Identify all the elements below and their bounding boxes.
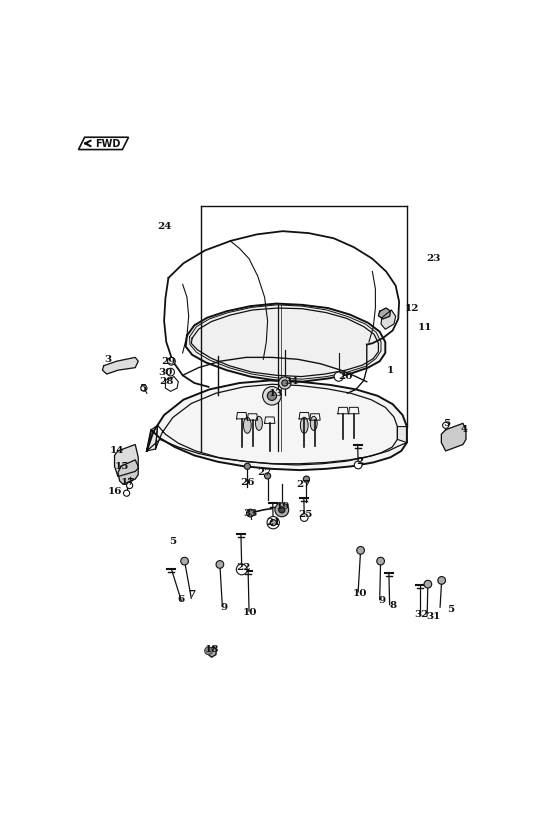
Polygon shape <box>398 427 407 443</box>
Circle shape <box>377 557 385 565</box>
Text: 5: 5 <box>447 605 454 614</box>
Text: 27: 27 <box>258 468 272 478</box>
Circle shape <box>167 369 174 376</box>
Text: 4: 4 <box>460 425 468 434</box>
Text: 27: 27 <box>296 480 311 488</box>
Circle shape <box>246 509 254 517</box>
Circle shape <box>424 581 432 588</box>
Circle shape <box>334 372 343 381</box>
Text: 2: 2 <box>357 458 364 466</box>
Text: 10: 10 <box>243 608 258 617</box>
Ellipse shape <box>300 418 308 433</box>
Polygon shape <box>208 646 216 657</box>
Circle shape <box>216 561 224 568</box>
Circle shape <box>300 513 308 522</box>
Circle shape <box>236 564 247 575</box>
Circle shape <box>141 385 147 391</box>
Text: 9: 9 <box>379 597 385 606</box>
Ellipse shape <box>244 418 251 433</box>
Circle shape <box>263 387 281 405</box>
Ellipse shape <box>255 416 263 430</box>
Polygon shape <box>441 423 466 451</box>
Text: 13: 13 <box>269 389 283 398</box>
Polygon shape <box>379 308 390 319</box>
Circle shape <box>279 507 285 513</box>
Text: 18: 18 <box>204 645 219 654</box>
Text: 21: 21 <box>266 518 281 527</box>
Polygon shape <box>78 137 129 150</box>
Text: 26: 26 <box>240 478 255 488</box>
Text: 6: 6 <box>178 595 185 604</box>
Text: 7: 7 <box>189 590 196 599</box>
Circle shape <box>264 473 270 479</box>
Text: 23: 23 <box>426 255 441 263</box>
Text: 11: 11 <box>418 323 432 332</box>
Circle shape <box>304 476 310 483</box>
Polygon shape <box>102 358 138 374</box>
Circle shape <box>267 517 279 529</box>
Circle shape <box>181 557 188 565</box>
Text: 33: 33 <box>243 508 258 518</box>
Circle shape <box>357 547 365 554</box>
Text: 10: 10 <box>353 588 367 597</box>
Text: 3: 3 <box>105 354 111 364</box>
Polygon shape <box>147 425 158 451</box>
Circle shape <box>127 483 133 488</box>
Text: 22: 22 <box>236 563 250 572</box>
Circle shape <box>124 490 130 496</box>
Text: 1: 1 <box>387 366 394 374</box>
Circle shape <box>354 461 362 469</box>
Text: 32: 32 <box>414 610 429 619</box>
Circle shape <box>275 503 289 517</box>
Text: 16: 16 <box>108 488 122 497</box>
Text: FWD: FWD <box>95 139 120 149</box>
Text: 31: 31 <box>426 612 441 621</box>
Text: 9: 9 <box>221 602 228 612</box>
Circle shape <box>270 519 276 526</box>
Text: 20: 20 <box>338 372 352 381</box>
Text: 5: 5 <box>169 537 176 547</box>
Polygon shape <box>115 444 138 477</box>
Text: 29: 29 <box>161 357 176 366</box>
Text: 25: 25 <box>298 511 312 519</box>
Text: 30: 30 <box>158 368 172 377</box>
Text: 14: 14 <box>110 447 124 455</box>
Text: 5: 5 <box>139 384 146 393</box>
Circle shape <box>282 380 288 386</box>
Circle shape <box>244 463 250 469</box>
Polygon shape <box>186 304 385 382</box>
Circle shape <box>279 377 291 389</box>
Polygon shape <box>118 460 138 484</box>
Text: 15: 15 <box>115 462 129 471</box>
Circle shape <box>167 358 175 365</box>
Text: 19: 19 <box>276 503 290 511</box>
Text: 8: 8 <box>389 602 396 611</box>
Polygon shape <box>381 310 396 329</box>
Text: 34: 34 <box>284 377 298 386</box>
Text: 12: 12 <box>405 304 419 313</box>
Circle shape <box>442 422 449 428</box>
Text: 17: 17 <box>120 478 135 488</box>
Circle shape <box>204 647 212 655</box>
Text: 28: 28 <box>159 377 174 386</box>
Text: 5: 5 <box>443 418 450 428</box>
Text: 24: 24 <box>157 222 171 231</box>
Polygon shape <box>147 380 407 470</box>
Ellipse shape <box>310 416 317 430</box>
Circle shape <box>438 577 446 584</box>
Circle shape <box>267 391 277 400</box>
